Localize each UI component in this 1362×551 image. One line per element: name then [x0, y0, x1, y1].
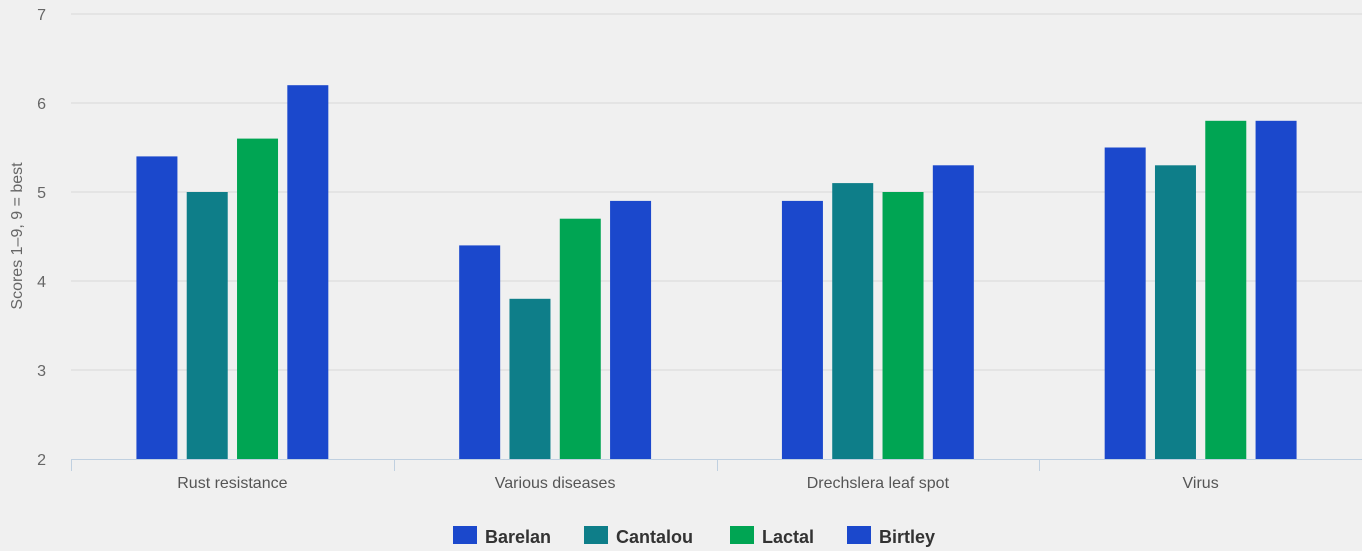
legend: Barelan Cantalou Lactal Birtley	[453, 526, 935, 547]
legend-swatch	[453, 526, 477, 544]
bar-birtley-1[interactable]	[287, 85, 329, 459]
bar-cantalou-1[interactable]	[186, 192, 228, 459]
bar-lactal-2[interactable]	[559, 218, 601, 459]
legend-item-birtley[interactable]: Birtley	[847, 526, 935, 547]
bar-birtley-3[interactable]	[932, 165, 974, 460]
legend-label: Birtley	[879, 527, 935, 547]
y-axis-title: Scores 1–9, 9 = best	[9, 162, 26, 310]
y-tick-label: 3	[37, 363, 46, 380]
legend-swatch	[847, 526, 871, 544]
bar-barelan-2[interactable]	[459, 245, 501, 459]
y-tick-label: 4	[37, 274, 46, 291]
legend-item-cantalou[interactable]: Cantalou	[584, 526, 693, 547]
legend-label: Lactal	[762, 527, 814, 547]
legend-label: Barelan	[485, 527, 551, 547]
bar-barelan-3[interactable]	[781, 200, 823, 459]
x-tick-label: Various diseases	[495, 475, 616, 492]
legend-label: Cantalou	[616, 527, 693, 547]
bar-series	[136, 85, 1297, 460]
legend-swatch	[584, 526, 608, 544]
y-tick-label: 5	[37, 185, 46, 202]
x-axis	[71, 459, 1362, 471]
bar-barelan-4[interactable]	[1104, 147, 1146, 460]
grid-lines	[71, 13, 1362, 371]
bar-cantalou-3[interactable]	[832, 183, 874, 459]
x-tick-label: Virus	[1183, 475, 1219, 492]
y-axis-ticks: 2 3 4 5 6 7	[37, 7, 46, 469]
x-axis-ticks: Rust resistance Various diseases Drechsler…	[177, 475, 1218, 492]
bar-barelan-1[interactable]	[136, 156, 178, 459]
bar-lactal-4[interactable]	[1205, 120, 1247, 460]
y-tick-label: 7	[37, 7, 46, 24]
legend-item-lactal[interactable]: Lactal	[730, 526, 814, 547]
bar-lactal-1[interactable]	[237, 138, 279, 459]
x-tick-label: Rust resistance	[177, 475, 287, 492]
legend-item-barelan[interactable]: Barelan	[453, 526, 551, 547]
bar-lactal-3[interactable]	[882, 192, 924, 459]
bar-birtley-2[interactable]	[610, 200, 652, 459]
bar-cantalou-4[interactable]	[1154, 165, 1196, 460]
legend-swatch	[730, 526, 754, 544]
x-tick-label: Drechslera leaf spot	[807, 475, 950, 492]
bar-birtley-4[interactable]	[1255, 120, 1297, 460]
y-tick-label: 6	[37, 96, 46, 113]
y-tick-label: 2	[37, 452, 46, 469]
bar-cantalou-2[interactable]	[509, 298, 551, 459]
